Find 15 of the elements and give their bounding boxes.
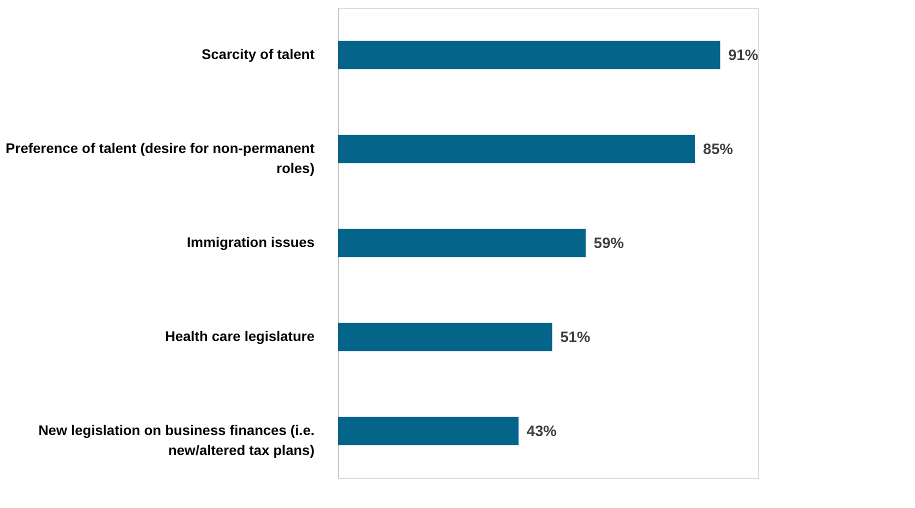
bar: [338, 134, 695, 164]
bar: [338, 40, 720, 70]
bar: [338, 416, 519, 446]
y-tick-label: Health care legislature: [165, 328, 315, 344]
bar: [338, 228, 586, 258]
data-label: 91%: [728, 47, 758, 64]
data-label: 43%: [526, 423, 557, 440]
data-label: 51%: [560, 329, 590, 346]
y-tick-label: New legislation on business finances (i.e. new/altered tax plans): [38, 422, 314, 458]
y-tick-label: Immigration issues: [186, 234, 315, 250]
y-tick-label: Preference of talent (desire for non-permanent roles): [6, 140, 315, 176]
data-label: 85%: [703, 141, 734, 158]
bar: [338, 322, 552, 352]
y-tick-label: Scarcity of talent: [202, 46, 315, 62]
data-label: 59%: [594, 235, 624, 252]
